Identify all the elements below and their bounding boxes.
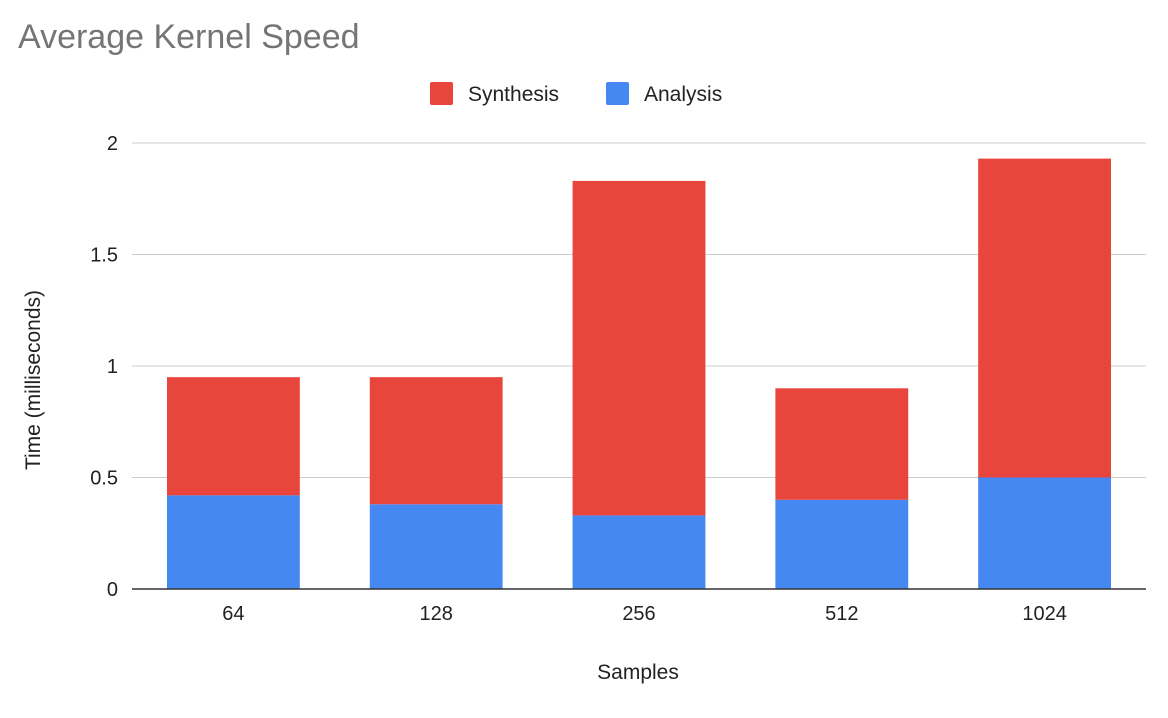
bar-synthesis-128 bbox=[369, 377, 503, 505]
bar-synthesis-512 bbox=[775, 388, 909, 500]
y-tick-label: 2 bbox=[107, 133, 118, 155]
bar-synthesis-256 bbox=[572, 180, 706, 516]
x-axis-title: Samples bbox=[597, 661, 679, 684]
y-axis-ticks: 0 0.5 1 1.5 2 bbox=[90, 133, 118, 601]
y-axis-title: Time (milliseconds) bbox=[22, 290, 45, 470]
legend: Synthesis Analysis bbox=[430, 82, 722, 106]
bar-analysis-256 bbox=[572, 515, 706, 589]
bar-synthesis-64 bbox=[166, 377, 300, 496]
x-tick-label: 256 bbox=[622, 603, 655, 625]
legend-label-analysis: Analysis bbox=[644, 83, 722, 106]
bars bbox=[166, 158, 1112, 589]
x-tick-label: 512 bbox=[825, 603, 858, 625]
bar-analysis-128 bbox=[369, 504, 503, 589]
bar-analysis-64 bbox=[166, 495, 300, 589]
chart-title: Average Kernel Speed bbox=[18, 18, 360, 56]
y-tick-label: 0 bbox=[107, 579, 118, 601]
x-tick-label: 64 bbox=[222, 603, 244, 625]
bar-synthesis-1024 bbox=[978, 158, 1112, 478]
bar-analysis-512 bbox=[775, 499, 909, 589]
x-tick-label: 1024 bbox=[1022, 603, 1067, 625]
legend-swatch-synthesis bbox=[430, 82, 453, 105]
x-tick-label: 128 bbox=[420, 603, 453, 625]
y-tick-label: 0.5 bbox=[90, 468, 118, 490]
y-tick-label: 1.5 bbox=[90, 245, 118, 267]
legend-label-synthesis: Synthesis bbox=[468, 83, 559, 106]
y-tick-label: 1 bbox=[107, 356, 118, 378]
legend-swatch-analysis bbox=[606, 82, 629, 105]
x-axis-ticks: 64 128 256 512 1024 bbox=[222, 603, 1067, 625]
bar-analysis-1024 bbox=[978, 477, 1112, 589]
